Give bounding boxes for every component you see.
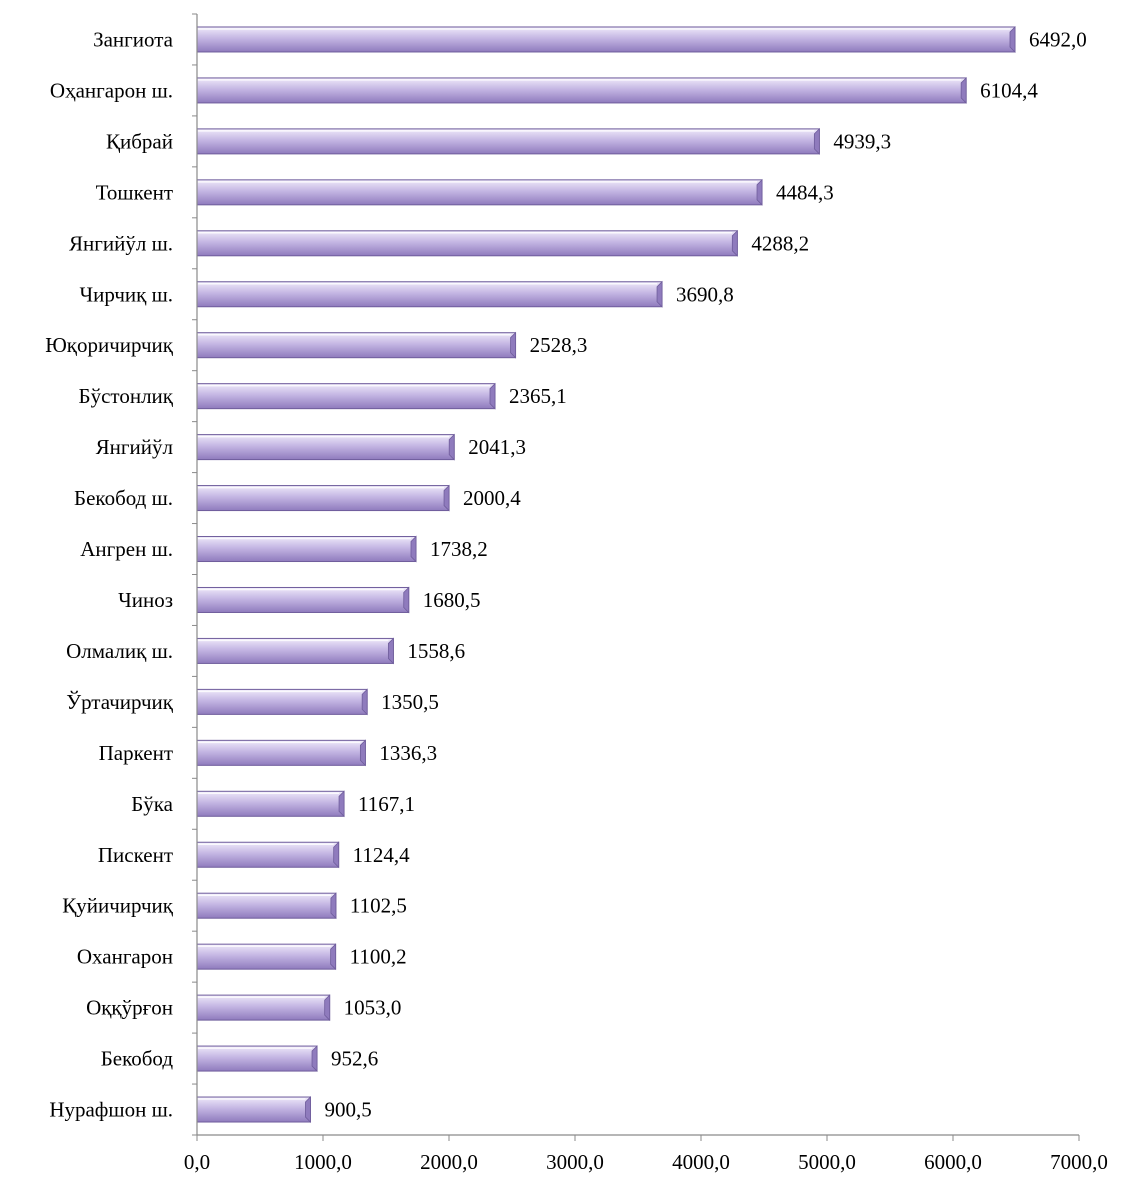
category-label: Пискент: [98, 843, 173, 867]
data-label: 1350,5: [381, 690, 439, 714]
category-label: Ангрен ш.: [80, 537, 173, 561]
bars: [197, 27, 1015, 1122]
category-label: Охангарон: [77, 945, 173, 969]
category-label: Нурафшон ш.: [49, 1098, 173, 1122]
data-label: 2000,4: [463, 486, 521, 510]
data-label: 1124,4: [353, 843, 410, 867]
category-label: Чирчиқ ш.: [79, 282, 173, 306]
bar: [197, 1046, 317, 1071]
category-label: Оққўрғон: [86, 996, 173, 1020]
bar: [197, 893, 336, 918]
data-label: 1102,5: [350, 894, 407, 918]
bar: [197, 333, 516, 358]
data-label: 1336,3: [379, 741, 437, 765]
bar: [197, 78, 966, 103]
bar: [197, 435, 454, 460]
data-label: 952,6: [331, 1047, 378, 1071]
x-tick-label: 7000,0: [1050, 1150, 1108, 1174]
bar: [197, 587, 409, 612]
data-label: 900,5: [324, 1098, 371, 1122]
category-label: Тошкент: [96, 180, 173, 204]
data-label: 1053,0: [344, 996, 402, 1020]
category-label: Юқоричирчиқ: [45, 333, 174, 357]
category-labels: Зангиота Оҳангарон ш. Қибрай Тошкент Янгийўл…: [45, 27, 174, 1121]
data-label: 2041,3: [468, 435, 526, 459]
category-label: Олмалиқ ш.: [66, 639, 173, 663]
data-label: 2528,3: [530, 333, 588, 357]
data-label: 3690,8: [676, 282, 734, 306]
data-label: 1680,5: [423, 588, 481, 612]
data-label: 4939,3: [833, 129, 891, 153]
category-label: Паркент: [99, 741, 173, 765]
category-label: Янгийўл: [96, 435, 173, 459]
category-label: Бўстонлиқ: [79, 384, 174, 408]
bar: [197, 282, 662, 307]
category-label: Янгийўл ш.: [69, 231, 173, 255]
bar: [197, 944, 336, 969]
category-label: Зангиота: [93, 27, 174, 51]
x-tick-label: 0,0: [184, 1150, 210, 1174]
data-label: 1738,2: [430, 537, 488, 561]
bar: [197, 129, 819, 154]
x-tick-label: 6000,0: [924, 1150, 982, 1174]
x-tick-label: 4000,0: [672, 1150, 730, 1174]
bar: [197, 486, 449, 511]
category-label: Қуйичирчиқ: [62, 894, 174, 918]
bar: [197, 231, 737, 256]
bar: [197, 27, 1015, 52]
bar: [197, 842, 339, 867]
data-label: 1100,2: [350, 945, 407, 969]
bar: [197, 995, 330, 1020]
bar: [197, 638, 393, 663]
bar: [197, 1097, 310, 1122]
category-label: Оҳангарон ш.: [50, 78, 173, 102]
data-label: 2365,1: [509, 384, 567, 408]
x-tick-label: 3000,0: [546, 1150, 604, 1174]
bar: [197, 180, 762, 205]
category-label: Бекобод ш.: [74, 486, 173, 510]
category-label: Қибрай: [106, 129, 173, 153]
data-label: 4288,2: [751, 231, 809, 255]
category-label: Ўртачирчиқ: [66, 690, 174, 714]
x-tick-label: 5000,0: [798, 1150, 856, 1174]
category-label: Чиноз: [118, 588, 173, 612]
bar: [197, 537, 416, 562]
bar: [197, 689, 367, 714]
data-label: 4484,3: [776, 180, 834, 204]
category-label: Бўка: [131, 792, 173, 816]
data-label: 1167,1: [358, 792, 415, 816]
category-label: Бекобод: [101, 1047, 174, 1071]
data-label: 6104,4: [980, 78, 1038, 102]
bar: [197, 791, 344, 816]
bar: [197, 384, 495, 409]
data-label: 1558,6: [407, 639, 465, 663]
bar: [197, 740, 365, 765]
data-label: 6492,0: [1029, 27, 1087, 51]
x-tick-label: 2000,0: [420, 1150, 478, 1174]
x-tick-label: 1000,0: [294, 1150, 352, 1174]
